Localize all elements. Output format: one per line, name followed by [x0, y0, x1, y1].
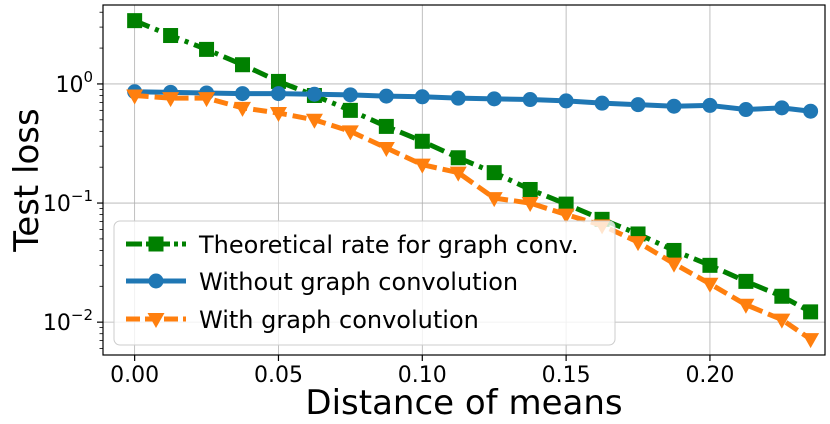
plot-area-frame — [102, 4, 826, 356]
data-point — [305, 113, 323, 129]
series-layer — [126, 13, 820, 349]
x-tick-label: 0.00 — [110, 363, 159, 388]
legend-marker — [148, 273, 164, 289]
data-point — [378, 118, 394, 134]
x-tick-label: 0.15 — [542, 363, 591, 388]
data-point — [341, 125, 359, 141]
data-point — [270, 73, 286, 89]
x-axis-label: Distance of means — [305, 383, 622, 423]
data-point — [342, 87, 358, 103]
data-point — [235, 86, 251, 102]
data-point — [414, 89, 430, 105]
data-point — [163, 28, 179, 44]
legend-entry: With graph convolution — [126, 306, 479, 334]
legend-marker — [148, 236, 164, 252]
data-point — [630, 97, 646, 113]
data-point — [701, 277, 719, 293]
data-point — [803, 304, 819, 320]
legend-label: Theoretical rate for graph conv. — [198, 231, 579, 259]
grid — [103, 5, 825, 355]
y-tick-label: 10−2 — [43, 306, 93, 336]
data-point — [486, 91, 502, 107]
data-point — [306, 86, 322, 102]
data-point — [199, 41, 215, 57]
data-point — [702, 97, 718, 113]
data-point — [558, 93, 574, 109]
data-point — [738, 102, 754, 118]
data-point — [162, 92, 180, 108]
series-2 — [126, 89, 820, 349]
y-axis-label: Test loss — [7, 108, 47, 252]
data-point — [521, 197, 539, 213]
y-tick-label: 10−1 — [43, 187, 93, 217]
x-tick-label: 0.20 — [685, 363, 734, 388]
data-point — [557, 208, 575, 224]
data-point — [702, 257, 718, 273]
x-tick-label: 0.05 — [254, 363, 303, 388]
data-point — [774, 100, 790, 116]
data-point — [127, 13, 143, 29]
data-point — [737, 298, 755, 314]
data-point — [558, 196, 574, 212]
x-tick-label: 0.10 — [398, 363, 447, 388]
data-point — [738, 273, 754, 289]
data-point — [522, 181, 538, 197]
data-point — [342, 102, 358, 118]
axes: 0.00 0.05 0.10 0.15 0.20 100 10−1 10−2 — [43, 11, 734, 388]
data-point — [665, 257, 683, 273]
data-point — [270, 86, 286, 102]
data-point — [666, 242, 682, 258]
data-point — [126, 89, 144, 105]
data-point — [378, 88, 394, 104]
data-point — [774, 288, 790, 304]
legend-marker — [147, 313, 165, 328]
data-point — [803, 103, 819, 119]
data-point — [414, 133, 430, 149]
data-point — [486, 165, 502, 181]
legend-entry: Theoretical rate for graph conv. — [126, 231, 579, 259]
data-point — [450, 150, 466, 166]
legend-label: Without graph convolution — [199, 268, 518, 296]
legend: Theoretical rate for graph conv. Without … — [113, 220, 616, 346]
data-point — [594, 95, 610, 111]
legend-box — [113, 220, 616, 346]
data-point — [666, 98, 682, 114]
legend-entry: Without graph convolution — [126, 268, 518, 296]
data-point — [522, 92, 538, 108]
series-0 — [127, 13, 819, 320]
data-point — [485, 192, 503, 208]
y-tick-label: 100 — [55, 68, 93, 98]
data-point — [450, 90, 466, 106]
data-point — [269, 107, 287, 123]
data-point — [198, 92, 216, 108]
data-point — [629, 236, 647, 252]
series-1 — [127, 84, 819, 119]
legend-label: With graph convolution — [199, 306, 479, 334]
data-point — [377, 141, 395, 157]
data-point — [413, 158, 431, 174]
data-point — [802, 333, 820, 349]
data-point — [234, 101, 252, 117]
data-point — [773, 313, 791, 329]
data-point — [449, 166, 467, 182]
data-point — [235, 57, 251, 73]
